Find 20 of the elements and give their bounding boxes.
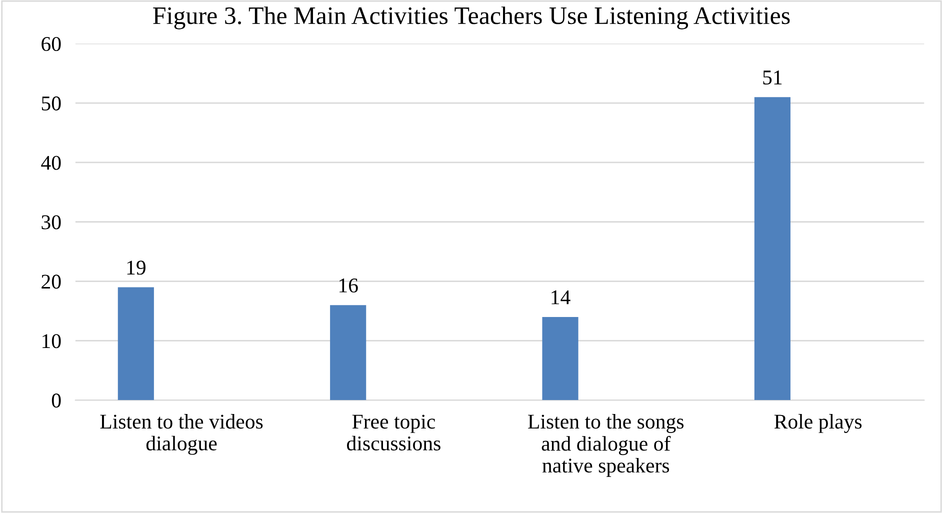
chart-title: Figure 3. The Main Activities Teachers Use Listening Activities: [153, 6, 790, 30]
y-tick-label: 20: [42, 274, 61, 289]
y-tick-label: 0: [52, 394, 61, 408]
bar: [330, 305, 366, 400]
y-tick-label: 60: [42, 36, 61, 52]
bar: [542, 316, 578, 400]
x-tick-label: Listen to the songs and dialogue of native speakers: [528, 414, 684, 477]
bar: [754, 97, 790, 400]
y-tick-label: 30: [42, 215, 61, 230]
x-tick-label: Role plays: [774, 414, 862, 433]
data-label: 19: [127, 260, 146, 275]
data-label: 51: [763, 70, 782, 85]
y-tick-label: 10: [42, 334, 61, 348]
y-tick-label: 40: [41, 156, 61, 170]
x-tick-label: Free topic discussions: [346, 414, 440, 450]
y-tick-label: 50: [42, 96, 61, 110]
x-tick-label: Listen to the videos dialogue: [100, 414, 263, 455]
data-label: 16: [340, 278, 358, 292]
data-label: 14: [552, 290, 570, 304]
bar: [118, 287, 154, 400]
